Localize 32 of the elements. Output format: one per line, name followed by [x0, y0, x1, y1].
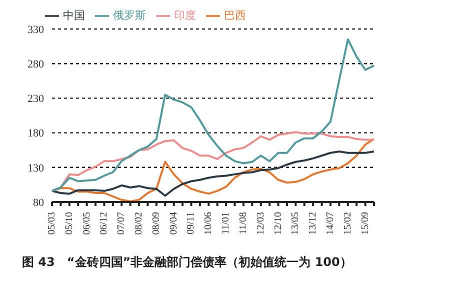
x-tick-label: 05/10	[64, 212, 75, 235]
line-series	[51, 38, 375, 192]
legend-label: 巴西	[224, 9, 246, 22]
x-tick-label: 08/09	[150, 212, 162, 235]
x-tick-label: 06/05	[81, 212, 92, 235]
x-tick-label: 14/07	[324, 212, 336, 235]
y-tick-label: 330	[28, 24, 44, 36]
x-tick-label: 12/03	[255, 212, 266, 235]
x-tick-label: 10/06	[203, 212, 214, 235]
y-tick-label: 80	[33, 196, 44, 209]
x-tick-label: 09/11	[186, 212, 197, 234]
x-tick-label: 08/02	[134, 212, 145, 235]
y-tick-label: 130	[28, 162, 44, 174]
x-tick-label: 11/08	[238, 212, 249, 234]
x-tick-label: 11/01	[220, 212, 232, 234]
legend-label: 中国	[63, 9, 85, 22]
legend-label: 俄罗斯	[113, 9, 146, 22]
y-tick-label: 180	[28, 128, 44, 140]
x-tick-label: 05/03	[46, 212, 58, 235]
y-tick-label: 230	[28, 93, 44, 106]
x-tick-label: 15/09	[360, 212, 371, 235]
legend-label: 印度	[174, 9, 196, 22]
y-tick-label: 280	[28, 58, 44, 71]
x-tick-label: 13/05	[290, 212, 302, 235]
x-tick-label: 09/04	[168, 212, 180, 235]
x-tick-label: 13/12	[308, 212, 319, 235]
line-series	[51, 150, 375, 197]
x-tick-label: 07/07	[116, 212, 128, 235]
x-tick-label: 06/12	[98, 212, 110, 235]
x-tick-label: 15/02	[342, 212, 354, 235]
x-tick-label: 12/10	[272, 212, 284, 235]
text: 图 43 “金砖四国”非金融部门偿债率（初始值统一为 100）	[22, 254, 352, 271]
